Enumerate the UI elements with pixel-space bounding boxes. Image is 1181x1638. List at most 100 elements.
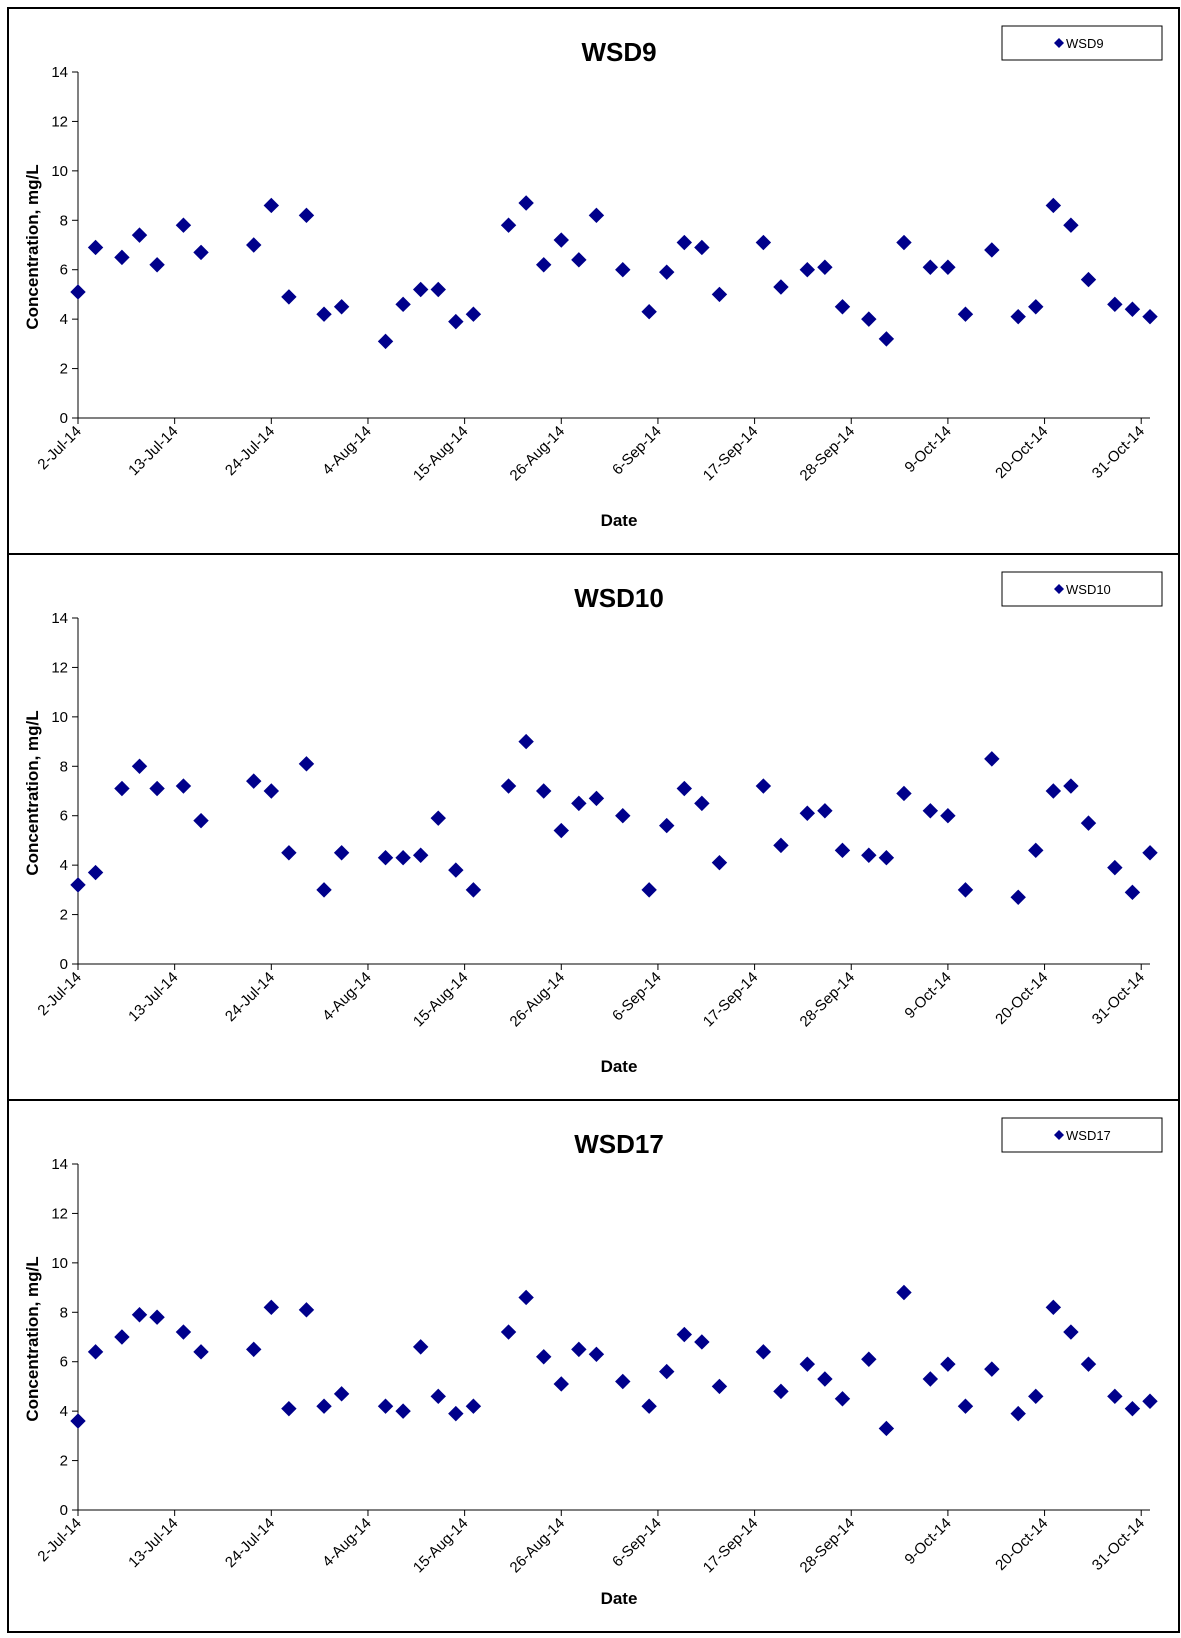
y-tick-label: 12	[51, 1205, 68, 1222]
data-point	[114, 249, 130, 266]
data-point	[333, 299, 350, 315]
x-tick-label: 15-Aug-14	[410, 423, 472, 485]
data-point	[773, 1383, 789, 1400]
x-tick-label: 28-Sep-14	[797, 969, 859, 1031]
data-point	[659, 264, 675, 280]
x-tick-label: 4-Aug-14	[319, 1515, 375, 1571]
y-tick-label: 8	[60, 758, 68, 775]
data-point	[246, 1341, 262, 1358]
data-point	[922, 1371, 939, 1387]
x-tick-label: 26-Aug-14	[507, 1515, 569, 1577]
data-point	[896, 1284, 912, 1301]
data-point	[263, 1299, 280, 1316]
data-point	[799, 1356, 816, 1372]
legend-marker	[1054, 1130, 1064, 1140]
x-tick-label: 31-Oct-14	[1089, 1515, 1148, 1574]
legend: WSD9	[1001, 25, 1163, 61]
x-tick-label: 31-Oct-14	[1089, 423, 1148, 482]
data-point	[711, 854, 728, 871]
x-axis-title: Date	[601, 1057, 638, 1076]
x-tick-label: 26-Aug-14	[507, 423, 569, 485]
y-tick-label: 14	[51, 1156, 68, 1173]
data-point	[1010, 308, 1026, 325]
data-point	[922, 803, 939, 819]
data-point	[87, 864, 104, 881]
data-point	[535, 257, 552, 273]
data-point	[711, 1378, 728, 1395]
data-point	[193, 812, 209, 829]
data-point	[500, 778, 517, 794]
data-point	[588, 1346, 605, 1363]
data-point	[412, 1339, 429, 1355]
chart-panel-wsd17: WSD17 0 2 4 6 8 10 12 14 2-Jul-14 13-Jul-14 24-Jul-…	[7, 1099, 1180, 1633]
y-tick-label: 10	[51, 1255, 68, 1272]
y-tick-label: 4	[60, 1403, 68, 1420]
data-point	[70, 284, 86, 300]
x-tick-label: 15-Aug-14	[410, 969, 472, 1031]
data-point	[70, 1413, 86, 1429]
data-point	[817, 803, 833, 819]
data-point	[957, 306, 974, 322]
x-tick-label: 20-Oct-14	[992, 1515, 1051, 1574]
data-point	[641, 304, 657, 320]
data-point	[500, 1324, 517, 1340]
data-point	[641, 882, 657, 898]
data-point	[1142, 845, 1158, 861]
x-tick-label: 2-Jul-14	[34, 969, 84, 1019]
data-point	[711, 286, 728, 303]
data-point	[281, 845, 297, 861]
data-point	[465, 1398, 482, 1414]
y-tick-label: 0	[60, 956, 68, 973]
series-wsd17	[70, 1284, 1158, 1437]
y-tick-label: 10	[51, 709, 68, 726]
data-point	[131, 227, 148, 243]
chart-title: WSD9	[581, 37, 656, 67]
data-point	[298, 756, 315, 772]
y-tick-label: 14	[51, 64, 68, 81]
data-point	[694, 1334, 710, 1350]
data-point	[149, 1309, 165, 1325]
data-point	[535, 1349, 552, 1365]
data-point	[131, 1307, 148, 1323]
data-point	[333, 845, 350, 861]
data-point	[1107, 1388, 1123, 1405]
data-point	[1028, 299, 1044, 315]
data-point	[87, 239, 104, 256]
y-axis-title: Concentration, mg/L	[23, 710, 42, 875]
data-point	[1124, 1400, 1141, 1417]
data-point	[571, 252, 587, 268]
x-tick-label: 28-Sep-14	[797, 1515, 859, 1577]
data-point	[149, 780, 165, 797]
data-point	[553, 1376, 569, 1392]
data-point	[984, 751, 1000, 767]
data-point	[659, 817, 675, 834]
data-point	[377, 333, 394, 350]
data-point	[175, 778, 192, 794]
data-point	[1142, 308, 1158, 325]
data-point	[131, 758, 148, 774]
legend-label: WSD17	[1066, 1128, 1111, 1143]
y-tick-label: 0	[60, 1502, 68, 1519]
data-point	[957, 1398, 974, 1414]
x-tick-label: 24-Jul-14	[222, 423, 278, 479]
x-tick-label: 9-Oct-14	[901, 969, 954, 1022]
data-point	[448, 313, 464, 330]
data-point	[1124, 884, 1141, 901]
data-point	[676, 1326, 693, 1343]
data-point	[175, 217, 192, 233]
x-tick-label: 20-Oct-14	[992, 969, 1051, 1028]
data-point	[817, 1371, 833, 1387]
x-axis-title: Date	[601, 511, 638, 530]
x-axis-title: Date	[601, 1589, 638, 1608]
data-point	[193, 244, 209, 261]
data-point	[799, 262, 816, 278]
y-tick-label: 0	[60, 410, 68, 427]
y-tick-label: 6	[60, 262, 68, 279]
data-point	[940, 1356, 956, 1372]
data-point	[1028, 842, 1044, 859]
x-tick-label: 24-Jul-14	[222, 1515, 278, 1571]
data-point	[1107, 859, 1123, 876]
x-tick-label: 6-Sep-14	[609, 423, 665, 479]
data-point	[465, 882, 482, 898]
data-point	[878, 331, 895, 347]
